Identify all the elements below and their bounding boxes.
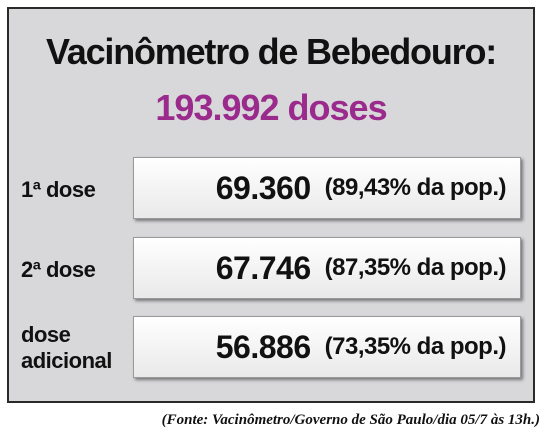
value-box: 67.746 (87,35% da pop.) [133, 237, 521, 299]
coverage: (87,35% da pop.) [324, 254, 507, 281]
value-box: 56.886 (73,35% da pop.) [133, 316, 521, 378]
dose-count: 56.886 [215, 328, 311, 365]
panel: Vacinômetro de Bebedouro: 193.992 doses … [7, 7, 535, 403]
row-label: dose adicional [21, 322, 112, 373]
value-box: 69.360 (89,43% da pop.) [133, 157, 521, 219]
dose-count: 67.746 [215, 249, 311, 286]
coverage: (89,43% da pop.) [324, 174, 507, 201]
row-label: 2ª dose [21, 257, 96, 282]
source-note: (Fonte: Vacinômetro/Governo de São Paulo… [161, 412, 540, 428]
row-label: 1ª dose [21, 177, 96, 202]
dose-count: 69.360 [215, 169, 311, 206]
total-doses: 193.992 doses [155, 87, 387, 128]
coverage: (73,35% da pop.) [324, 333, 507, 360]
title: Vacinômetro de Bebedouro: [45, 31, 497, 72]
